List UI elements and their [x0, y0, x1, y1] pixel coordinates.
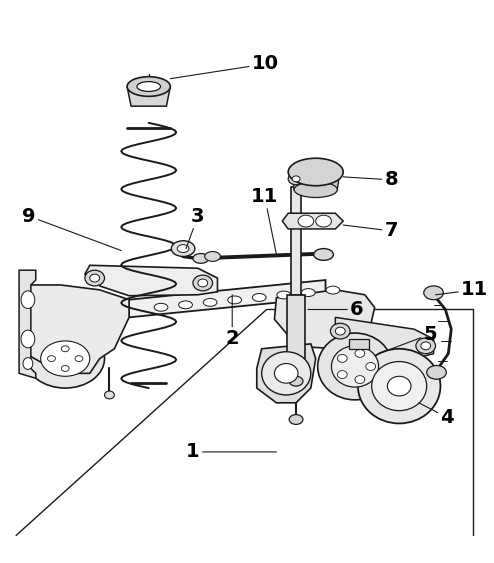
Polygon shape [127, 87, 170, 106]
Ellipse shape [355, 376, 365, 383]
Polygon shape [257, 344, 316, 403]
Ellipse shape [335, 327, 345, 335]
Ellipse shape [179, 301, 193, 309]
Ellipse shape [127, 77, 170, 96]
Polygon shape [292, 176, 339, 190]
Text: 3: 3 [186, 207, 205, 249]
Text: 11: 11 [436, 280, 489, 300]
Ellipse shape [314, 249, 333, 260]
Ellipse shape [137, 82, 161, 91]
Polygon shape [287, 295, 305, 364]
Ellipse shape [21, 291, 35, 309]
Ellipse shape [289, 376, 303, 386]
Ellipse shape [358, 349, 441, 423]
Ellipse shape [21, 330, 35, 348]
Text: 9: 9 [22, 207, 121, 251]
Polygon shape [19, 270, 36, 378]
Ellipse shape [105, 391, 114, 399]
Ellipse shape [193, 253, 208, 263]
Text: 1: 1 [186, 443, 277, 462]
Ellipse shape [331, 346, 378, 387]
Ellipse shape [90, 274, 100, 282]
Ellipse shape [318, 333, 392, 400]
Ellipse shape [337, 370, 347, 378]
Ellipse shape [387, 376, 411, 396]
Ellipse shape [427, 365, 447, 379]
Ellipse shape [193, 275, 212, 291]
Ellipse shape [416, 338, 436, 354]
Ellipse shape [47, 356, 55, 361]
Ellipse shape [424, 286, 444, 300]
Ellipse shape [171, 241, 195, 257]
Ellipse shape [301, 289, 315, 297]
Ellipse shape [421, 342, 431, 350]
Ellipse shape [177, 245, 189, 253]
Ellipse shape [288, 173, 304, 185]
Ellipse shape [262, 352, 311, 395]
Text: 2: 2 [225, 295, 239, 348]
Ellipse shape [252, 293, 266, 301]
Text: 4: 4 [419, 403, 454, 427]
Ellipse shape [289, 414, 303, 425]
Polygon shape [26, 285, 129, 373]
Ellipse shape [26, 329, 105, 388]
Ellipse shape [275, 364, 298, 383]
Ellipse shape [154, 303, 168, 311]
Polygon shape [282, 213, 343, 229]
Polygon shape [349, 339, 369, 349]
Text: 8: 8 [343, 171, 398, 189]
Ellipse shape [288, 158, 343, 186]
Ellipse shape [23, 358, 33, 369]
Ellipse shape [85, 270, 105, 286]
Ellipse shape [355, 350, 365, 358]
Ellipse shape [294, 182, 337, 198]
Ellipse shape [61, 346, 69, 352]
Polygon shape [129, 280, 326, 318]
Ellipse shape [41, 341, 90, 376]
Ellipse shape [75, 356, 83, 361]
Text: 11: 11 [251, 187, 278, 254]
Ellipse shape [228, 296, 242, 304]
Ellipse shape [371, 361, 427, 410]
Polygon shape [275, 290, 374, 349]
Polygon shape [291, 187, 301, 295]
Ellipse shape [292, 176, 300, 182]
Ellipse shape [298, 215, 314, 227]
Text: 10: 10 [170, 55, 279, 79]
Text: 7: 7 [343, 221, 398, 240]
Ellipse shape [203, 298, 217, 306]
Ellipse shape [61, 365, 69, 372]
Ellipse shape [330, 323, 350, 339]
Text: 6: 6 [308, 300, 364, 319]
Ellipse shape [205, 252, 220, 261]
Ellipse shape [198, 279, 207, 287]
Ellipse shape [326, 286, 340, 294]
Ellipse shape [366, 363, 375, 370]
Polygon shape [85, 265, 217, 296]
Ellipse shape [337, 355, 347, 363]
Ellipse shape [316, 215, 331, 227]
Polygon shape [335, 318, 434, 359]
Ellipse shape [277, 291, 290, 299]
Text: 5: 5 [378, 324, 437, 354]
